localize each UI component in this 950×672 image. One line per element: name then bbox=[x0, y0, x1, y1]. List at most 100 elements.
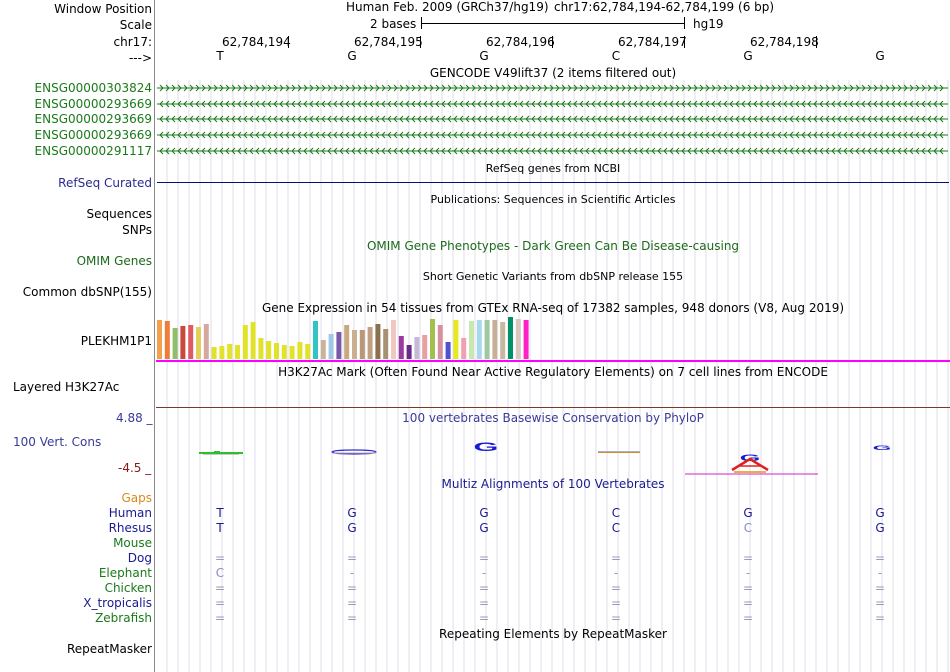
alignment-base: T bbox=[216, 521, 224, 535]
ref-base: G bbox=[875, 49, 885, 63]
position-readout[interactable]: chr17:62,784,194-62,784,199 (6 bp) bbox=[554, 0, 775, 14]
gtex-gene-label[interactable]: PLEKHM1P1 bbox=[80, 334, 152, 348]
gtex-tissue-bar[interactable] bbox=[344, 325, 350, 359]
repeatmasker-track-title[interactable]: Repeating Elements by RepeatMasker bbox=[439, 627, 667, 641]
gencode-item-label[interactable]: ENSG00000303824 bbox=[34, 81, 152, 95]
sequences-label[interactable]: Sequences bbox=[86, 207, 152, 221]
gtex-tissue-bar[interactable] bbox=[515, 319, 521, 359]
species-label[interactable]: Elephant bbox=[98, 566, 152, 580]
gtex-track-title[interactable]: Gene Expression in 54 tissues from GTEx … bbox=[261, 301, 845, 315]
species-label[interactable]: X_tropicalis bbox=[83, 596, 152, 610]
gencode-features[interactable] bbox=[0, 0, 950, 160]
phylop-max-label: 4.88 _ bbox=[116, 411, 153, 425]
gtex-tissue-bar[interactable] bbox=[383, 329, 389, 359]
gtex-tissue-bar[interactable] bbox=[430, 319, 435, 359]
ref-base: T bbox=[216, 49, 224, 63]
gtex-tissue-bar[interactable] bbox=[375, 324, 381, 359]
gtex-tissue-bar[interactable] bbox=[391, 320, 396, 359]
gtex-tissue-bar[interactable] bbox=[328, 334, 334, 359]
gencode-item-label[interactable]: ENSG00000293669 bbox=[34, 128, 152, 142]
coord-label: 62,784,195 bbox=[354, 35, 423, 49]
gtex-tissue-bar[interactable] bbox=[453, 320, 459, 359]
gtex-tissue-bar[interactable] bbox=[203, 324, 209, 359]
gtex-tissue-bar[interactable] bbox=[235, 345, 240, 359]
h3k27ac-label[interactable]: Layered H3K27Ac bbox=[13, 380, 120, 394]
gtex-tissue-bar[interactable] bbox=[476, 320, 482, 359]
alignment-base: = bbox=[610, 551, 622, 565]
gtex-tissue-bar[interactable] bbox=[305, 344, 311, 359]
coord-tick bbox=[816, 36, 817, 48]
gtex-tissue-bar[interactable] bbox=[398, 336, 404, 359]
species-label[interactable]: Dog bbox=[127, 551, 152, 565]
gtex-tissue-bar[interactable] bbox=[414, 337, 420, 359]
gtex-tissue-bar[interactable] bbox=[359, 330, 365, 359]
gencode-track-title[interactable]: GENCODE V49lift37 (2 items filtered out) bbox=[429, 66, 677, 80]
gtex-tissue-bar[interactable] bbox=[164, 321, 170, 359]
gtex-tissue-bar[interactable] bbox=[484, 320, 490, 359]
gtex-bar-chart[interactable] bbox=[0, 0, 950, 365]
gtex-tissue-bar[interactable] bbox=[437, 325, 443, 359]
gtex-tissue-bar[interactable] bbox=[289, 346, 295, 359]
gtex-tissue-bar[interactable] bbox=[422, 335, 428, 359]
gtex-tissue-bar[interactable] bbox=[274, 343, 279, 359]
gtex-tissue-bar[interactable] bbox=[297, 342, 303, 359]
gencode-item-label[interactable]: ENSG00000291117 bbox=[34, 144, 152, 158]
gtex-tissue-bar[interactable] bbox=[227, 344, 233, 359]
gtex-tissue-bar[interactable] bbox=[219, 346, 225, 359]
gtex-tissue-bar[interactable] bbox=[492, 320, 498, 359]
gtex-tissue-bar[interactable] bbox=[406, 345, 412, 359]
species-label[interactable]: Chicken bbox=[104, 581, 152, 595]
refseq-label[interactable]: RefSeq Curated bbox=[58, 176, 152, 190]
dbsnp-label[interactable]: Common dbSNP(155) bbox=[22, 285, 152, 299]
gtex-tissue-bar[interactable] bbox=[352, 330, 357, 359]
alignment-base: = bbox=[478, 596, 490, 610]
gencode-item-label[interactable]: ENSG00000293669 bbox=[34, 97, 152, 111]
phylop-logo[interactable]: G G G bbox=[0, 0, 950, 480]
phylop-label[interactable]: 100 Vert. Cons bbox=[13, 435, 102, 449]
gtex-tissue-bar[interactable] bbox=[445, 342, 451, 359]
gtex-tissue-bar[interactable] bbox=[320, 340, 326, 359]
gtex-tissue-bar[interactable] bbox=[523, 320, 529, 359]
gtex-tissue-bar[interactable] bbox=[508, 317, 513, 359]
alignment-base: = bbox=[610, 611, 622, 625]
dbsnp-track-title[interactable]: Short Genetic Variants from dbSNP releas… bbox=[422, 270, 684, 283]
species-label[interactable]: Rhesus bbox=[108, 521, 152, 535]
publications-track-title[interactable]: Publications: Sequences in Scientific Ar… bbox=[430, 193, 676, 206]
alignment-base: = bbox=[346, 581, 358, 595]
gtex-tissue-bar[interactable] bbox=[157, 320, 162, 359]
refseq-track-title[interactable]: RefSeq genes from NCBI bbox=[485, 162, 621, 175]
gtex-tissue-bar[interactable] bbox=[258, 338, 264, 359]
snps-label[interactable]: SNPs bbox=[122, 223, 152, 237]
species-label[interactable]: Human bbox=[108, 506, 152, 520]
gtex-tissue-bar[interactable] bbox=[242, 325, 248, 359]
omim-label[interactable]: OMIM Genes bbox=[76, 254, 152, 268]
gtex-tissue-bar[interactable] bbox=[250, 322, 256, 359]
h3k27ac-track-title[interactable]: H3K27Ac Mark (Often Found Near Active Re… bbox=[278, 365, 828, 379]
gtex-tissue-bar[interactable] bbox=[188, 325, 194, 359]
gtex-tissue-bar[interactable] bbox=[172, 328, 178, 359]
phylop-logo-t bbox=[199, 451, 243, 455]
species-label[interactable]: Zebrafish bbox=[95, 611, 152, 625]
phylop-track-title[interactable]: 100 vertebrates Basewise Conservation by… bbox=[402, 411, 704, 425]
gencode-item-label[interactable]: ENSG00000293669 bbox=[34, 112, 152, 126]
repeatmasker-label[interactable]: RepeatMasker bbox=[66, 642, 152, 656]
scale-label: Scale bbox=[119, 18, 152, 32]
gtex-tissue-bar[interactable] bbox=[281, 345, 287, 359]
gtex-tissue-bar[interactable] bbox=[367, 327, 373, 359]
gaps-label[interactable]: Gaps bbox=[121, 491, 152, 505]
gtex-tissue-bar[interactable] bbox=[336, 332, 342, 359]
gtex-tissue-bar[interactable] bbox=[196, 327, 201, 359]
alignment-base: - bbox=[877, 566, 883, 580]
species-label[interactable]: Mouse bbox=[113, 536, 152, 550]
multiz-track-title[interactable]: Multiz Alignments of 100 Vertebrates bbox=[441, 477, 665, 491]
gtex-tissue-bar[interactable] bbox=[313, 321, 318, 359]
gtex-tissue-bar[interactable] bbox=[266, 341, 272, 359]
gtex-tissue-bar[interactable] bbox=[469, 321, 474, 359]
gtex-tissue-bar[interactable] bbox=[500, 322, 506, 359]
gtex-tissue-bar[interactable] bbox=[211, 347, 217, 359]
window-position-label: Window Position bbox=[54, 2, 152, 16]
omim-track-title[interactable]: OMIM Gene Phenotypes - Dark Green Can Be… bbox=[366, 239, 740, 253]
refseq-gene-line[interactable] bbox=[157, 182, 949, 183]
gtex-tissue-bar[interactable] bbox=[180, 326, 186, 359]
gtex-tissue-bar[interactable] bbox=[461, 338, 467, 359]
